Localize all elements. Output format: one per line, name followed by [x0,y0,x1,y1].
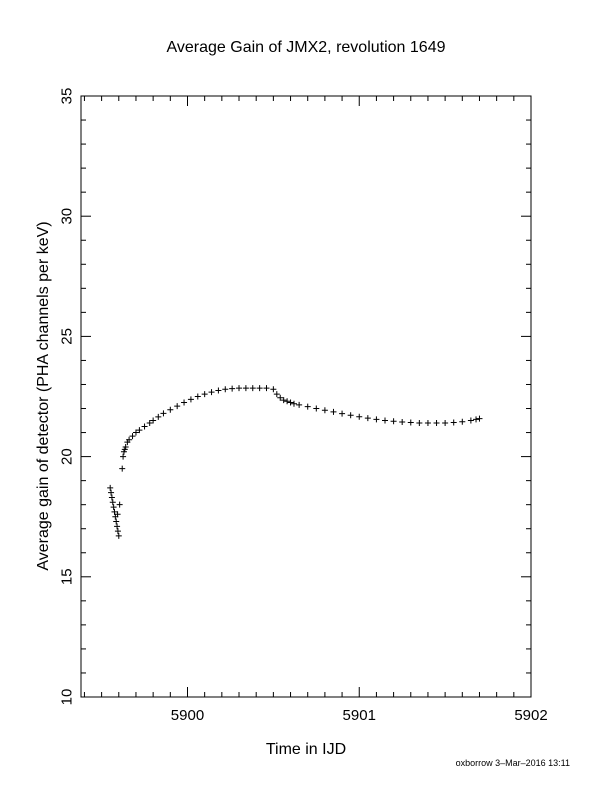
x-tick-label: 5900 [171,707,204,724]
data-point [330,408,337,415]
data-point [263,385,270,392]
data-point [215,387,222,394]
data-point [120,453,127,460]
data-point [132,429,139,436]
data-point [467,417,474,424]
data-point [110,504,117,511]
axis-tick-labels: 5900 5901 5902 10 15 20 25 30 35 [59,88,548,724]
data-point [356,413,363,420]
data-point [450,419,457,426]
data-point [273,391,280,398]
y-tick-label: 15 [59,568,76,585]
data-point [141,423,148,430]
data-point [181,399,188,406]
data-point [116,501,123,508]
data-point [108,489,115,496]
data-point [407,419,414,426]
data-point [424,419,431,426]
data-point [109,499,116,506]
data-point [270,386,277,393]
x-tick-label: 5902 [514,707,547,724]
data-point [242,385,249,392]
data-point [382,417,389,424]
y-tick-label: 10 [59,689,76,706]
data-point [129,433,136,440]
footer-stamp: oxborrow 3–Mar–2016 13:11 [455,758,570,768]
data-point [433,419,440,426]
data-point [473,416,480,423]
x-tick-label: 5901 [343,707,376,724]
data-point [364,415,371,422]
data-point [222,386,229,393]
data-point [313,405,320,412]
data-point [122,443,129,450]
data-point [126,436,133,443]
data-point [187,396,194,403]
data-point [229,385,236,392]
x-axis-label: Time in IJD [266,741,346,758]
data-point [304,403,311,410]
data-point [249,385,256,392]
chart-title: Average Gain of JMX2, revolution 1649 [167,39,446,56]
data-point [146,419,153,426]
data-point [194,393,201,400]
data-point [113,518,120,525]
data-point [119,465,126,472]
data-point [236,385,243,392]
y-tick-label: 25 [59,328,76,345]
data-point [277,394,284,401]
data-point [108,494,115,501]
data-point [114,511,121,518]
data-point [111,508,118,515]
data-point [155,413,162,420]
data-point [347,412,354,419]
data-point [296,401,303,408]
data-point [442,419,449,426]
y-tick-label: 30 [59,208,76,225]
data-point [373,416,380,423]
data-point [476,415,483,422]
data-points [107,385,483,539]
data-point [174,403,181,410]
data-point [160,410,167,417]
data-point [114,523,121,530]
data-point [150,417,157,424]
data-point [399,418,406,425]
data-point [208,389,215,396]
data-point [287,399,294,406]
data-point [321,407,328,414]
y-tick-label: 35 [59,88,76,105]
data-point [114,528,121,535]
y-tick-label: 20 [59,448,76,465]
data-point [115,532,122,539]
data-point [136,427,143,434]
axis-ticks [81,95,532,698]
data-point [256,385,263,392]
y-axis-label: Average gain of detector (PHA channels p… [35,221,52,570]
data-point [107,484,114,491]
data-point [459,418,466,425]
plot-frame [80,95,532,698]
data-point [280,397,287,404]
data-point [201,391,208,398]
data-point [284,398,291,405]
data-point [416,419,423,426]
data-point [390,418,397,425]
data-point [290,400,297,407]
data-point [339,410,346,417]
data-point [167,406,174,413]
